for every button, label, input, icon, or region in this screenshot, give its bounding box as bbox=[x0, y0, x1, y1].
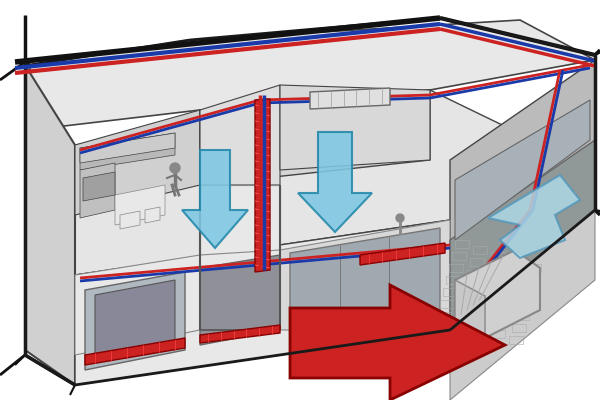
Bar bbox=[437, 312, 451, 320]
Bar bbox=[503, 282, 517, 290]
Polygon shape bbox=[200, 90, 430, 185]
Bar bbox=[470, 258, 484, 266]
Polygon shape bbox=[200, 255, 280, 345]
Polygon shape bbox=[95, 280, 175, 362]
Bar bbox=[452, 252, 466, 260]
Bar bbox=[521, 288, 535, 296]
Bar bbox=[455, 318, 469, 326]
Bar bbox=[473, 324, 487, 332]
Bar bbox=[446, 276, 460, 284]
Bar bbox=[515, 312, 529, 320]
Bar bbox=[494, 318, 508, 326]
Polygon shape bbox=[290, 228, 440, 328]
Polygon shape bbox=[280, 85, 430, 170]
Polygon shape bbox=[145, 207, 160, 223]
Polygon shape bbox=[450, 60, 595, 330]
Polygon shape bbox=[75, 255, 200, 355]
Polygon shape bbox=[280, 220, 450, 330]
Bar bbox=[506, 270, 520, 278]
Bar bbox=[458, 306, 472, 314]
Polygon shape bbox=[25, 65, 75, 385]
Polygon shape bbox=[200, 250, 280, 330]
Polygon shape bbox=[200, 185, 280, 270]
Polygon shape bbox=[200, 85, 280, 185]
Polygon shape bbox=[450, 140, 595, 330]
Bar bbox=[461, 294, 475, 302]
Polygon shape bbox=[115, 185, 165, 225]
Bar bbox=[527, 264, 541, 272]
Bar bbox=[470, 336, 484, 344]
Bar bbox=[440, 300, 454, 308]
Polygon shape bbox=[488, 175, 580, 258]
Bar bbox=[491, 330, 505, 338]
Bar bbox=[482, 288, 496, 296]
Circle shape bbox=[170, 163, 180, 173]
Bar bbox=[512, 324, 526, 332]
Bar bbox=[491, 252, 505, 260]
Polygon shape bbox=[298, 132, 372, 232]
Bar bbox=[449, 264, 463, 272]
Circle shape bbox=[396, 214, 404, 222]
Bar bbox=[485, 276, 499, 284]
Polygon shape bbox=[182, 150, 248, 248]
Polygon shape bbox=[30, 20, 595, 130]
Polygon shape bbox=[455, 100, 590, 240]
Polygon shape bbox=[290, 285, 505, 400]
Polygon shape bbox=[310, 88, 390, 109]
Bar bbox=[455, 240, 469, 248]
Bar bbox=[473, 246, 487, 254]
Bar bbox=[509, 336, 523, 344]
Bar bbox=[467, 270, 481, 278]
Bar bbox=[464, 282, 478, 290]
Bar bbox=[509, 258, 523, 266]
Polygon shape bbox=[455, 280, 485, 338]
Bar bbox=[443, 288, 457, 296]
Polygon shape bbox=[200, 325, 280, 343]
Bar bbox=[497, 306, 511, 314]
Polygon shape bbox=[83, 172, 115, 201]
Polygon shape bbox=[80, 163, 115, 218]
Bar bbox=[518, 300, 532, 308]
Polygon shape bbox=[80, 133, 175, 170]
Bar bbox=[434, 324, 448, 332]
Bar bbox=[476, 312, 490, 320]
Polygon shape bbox=[75, 90, 595, 275]
Polygon shape bbox=[85, 272, 185, 370]
Bar bbox=[488, 264, 502, 272]
Polygon shape bbox=[255, 99, 270, 272]
Polygon shape bbox=[120, 211, 140, 229]
Bar bbox=[452, 330, 466, 338]
Bar bbox=[479, 300, 493, 308]
Polygon shape bbox=[455, 250, 540, 338]
Polygon shape bbox=[450, 210, 595, 400]
Polygon shape bbox=[75, 110, 200, 215]
Polygon shape bbox=[85, 338, 185, 365]
Polygon shape bbox=[360, 243, 445, 265]
Polygon shape bbox=[80, 133, 175, 163]
Polygon shape bbox=[75, 220, 450, 385]
Bar bbox=[500, 294, 514, 302]
Bar bbox=[524, 276, 538, 284]
